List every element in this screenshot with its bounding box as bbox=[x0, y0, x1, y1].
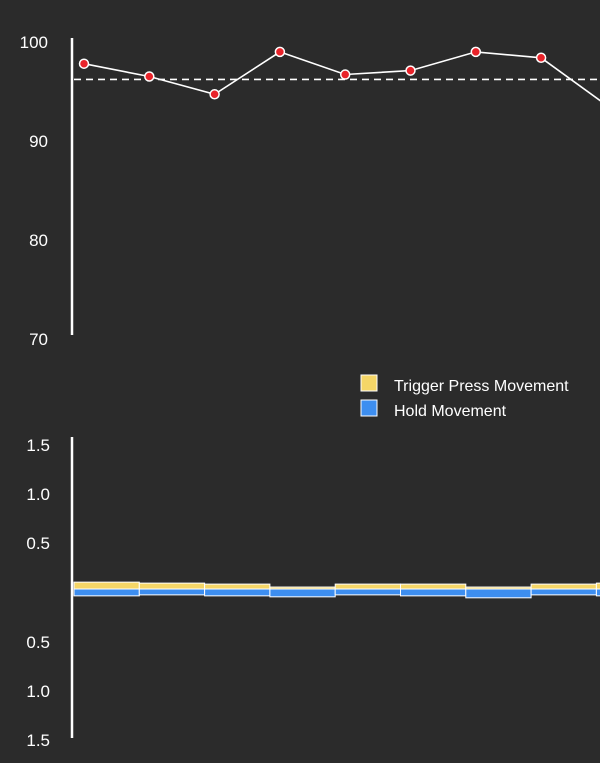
bar bbox=[530, 583, 597, 590]
bar bbox=[465, 588, 532, 599]
legend-swatch-hold bbox=[360, 399, 378, 417]
data-point bbox=[78, 58, 90, 69]
bar bbox=[595, 582, 600, 590]
bar bbox=[73, 588, 140, 597]
bar-chart: 1.5 1.0 0.5 0.5 1.0 1.5 bbox=[26, 436, 600, 750]
bar bbox=[138, 582, 206, 590]
bar-chart-y-tick: 1.5 bbox=[26, 436, 50, 455]
bar-chart-y-tick: 0.5 bbox=[26, 633, 50, 652]
bar bbox=[530, 588, 597, 596]
data-point bbox=[274, 46, 286, 58]
line-chart-y-tick: 70 bbox=[29, 330, 48, 349]
line-chart-y-tick: 100 bbox=[20, 33, 48, 52]
series-points bbox=[78, 46, 547, 100]
bars bbox=[73, 581, 600, 599]
data-point bbox=[470, 46, 482, 58]
bar bbox=[400, 583, 467, 590]
bar bbox=[400, 588, 467, 597]
bar bbox=[204, 588, 271, 597]
line-chart: 100 90 80 70 bbox=[20, 33, 600, 349]
data-point bbox=[144, 71, 155, 82]
bar bbox=[269, 588, 336, 598]
data-point bbox=[339, 69, 351, 80]
data-point bbox=[535, 52, 547, 64]
line-chart-y-tick: 80 bbox=[29, 231, 48, 250]
bar bbox=[138, 588, 206, 596]
bar bbox=[595, 588, 600, 597]
bar-chart-y-tick: 0.5 bbox=[26, 534, 50, 553]
legend-label-hold: Hold Movement bbox=[394, 403, 507, 420]
bar bbox=[73, 581, 140, 590]
legend-swatch-trigger-press bbox=[360, 374, 378, 392]
line-chart-y-tick: 90 bbox=[29, 132, 48, 151]
data-point bbox=[209, 89, 220, 100]
legend: Trigger Press Movement Hold Movement bbox=[360, 374, 569, 420]
bar-chart-y-tick: 1.0 bbox=[26, 682, 50, 701]
bar-chart-y-tick: 1.5 bbox=[26, 731, 50, 750]
bar bbox=[334, 588, 402, 596]
bar-chart-y-tick: 1.0 bbox=[26, 485, 50, 504]
bar bbox=[204, 583, 271, 590]
data-point bbox=[405, 65, 416, 76]
bar bbox=[334, 583, 402, 590]
legend-label-trigger-press: Trigger Press Movement bbox=[394, 378, 569, 395]
